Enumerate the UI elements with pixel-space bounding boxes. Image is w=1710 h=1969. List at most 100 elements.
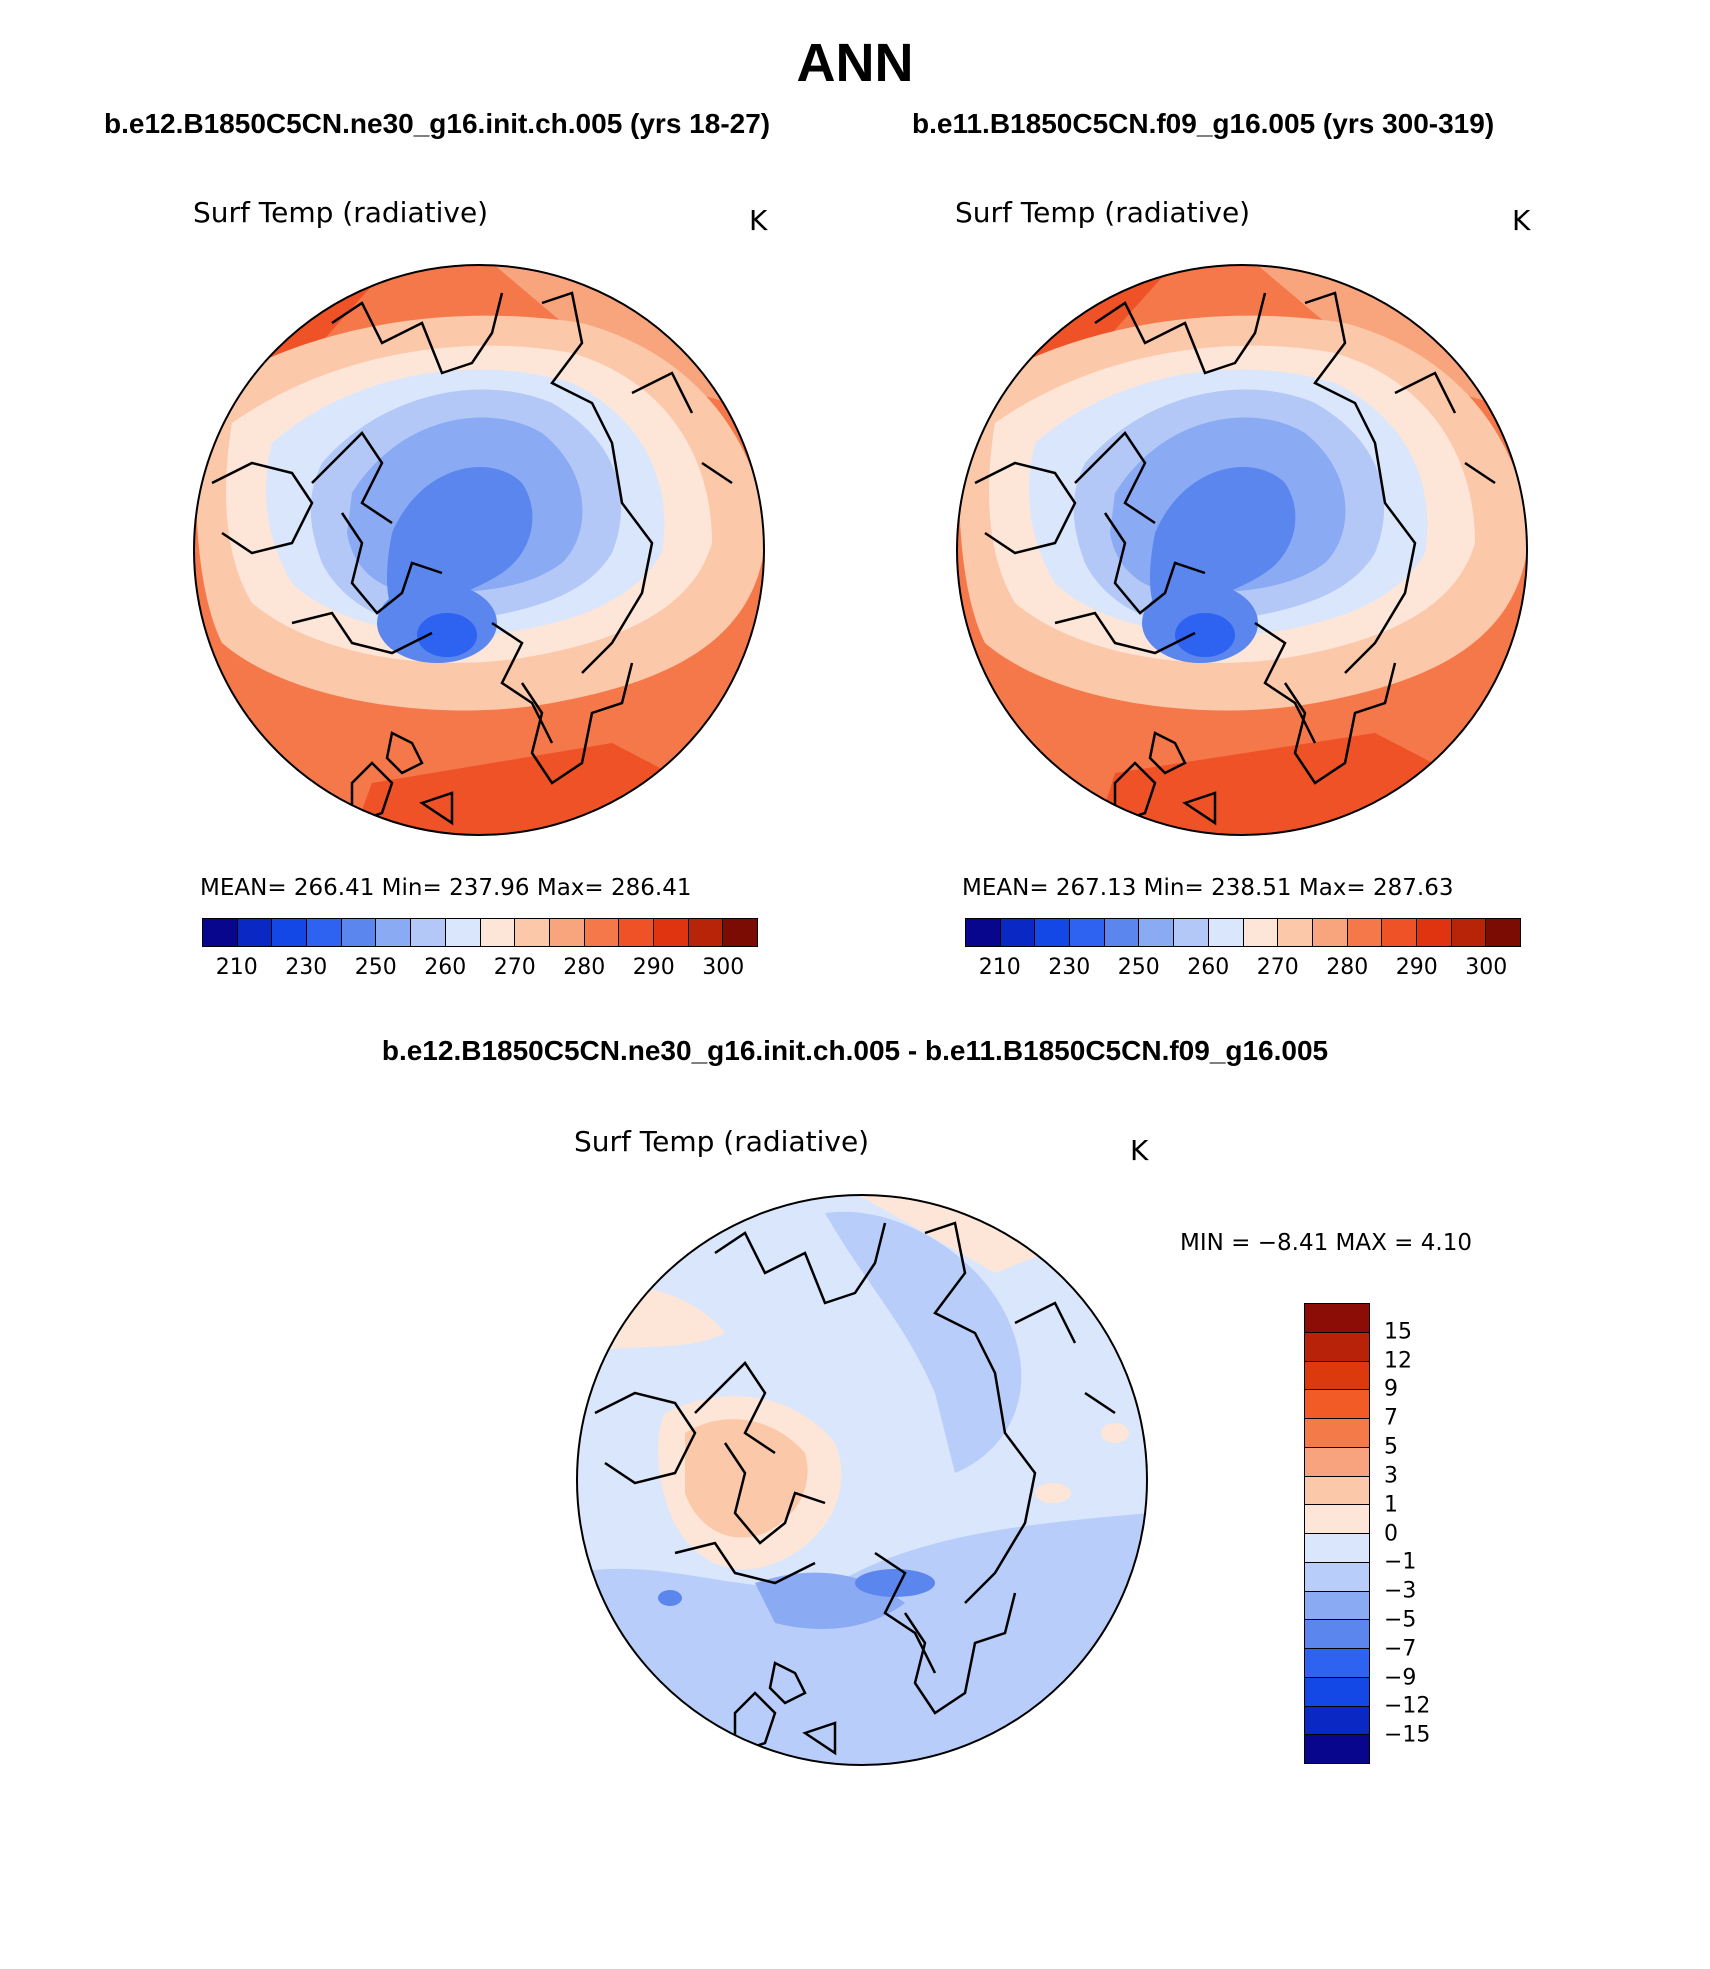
colorbar-left-swatch xyxy=(480,919,516,946)
colorbar-left-swatch xyxy=(307,919,342,946)
colorbar-left-tick-label: 270 xyxy=(493,955,536,980)
colorbar-right-swatch xyxy=(1035,919,1071,946)
figure-title: ANN xyxy=(796,33,914,93)
colorbar-left-swatch xyxy=(411,919,446,946)
variable-label-diff: Surf Temp (radiative) xyxy=(574,1125,870,1158)
difference-title: b.e12.B1850C5CN.ne30_g16.init.ch.005 - b… xyxy=(381,1035,1329,1066)
colorbar-left-swatch xyxy=(376,919,412,946)
polar-map-right xyxy=(956,264,1528,836)
colorbar-difference-swatch xyxy=(1305,1534,1369,1563)
colorbar-difference-swatch xyxy=(1305,1505,1369,1534)
colorbar-difference-tick-label: 3 xyxy=(1384,1463,1398,1489)
colorbar-left-swatch xyxy=(584,919,620,946)
colorbar-difference-swatch xyxy=(1305,1649,1369,1678)
units-label-diff: K xyxy=(1130,1134,1149,1167)
colorbar-right-swatch xyxy=(1312,919,1348,946)
colorbar-left-swatch xyxy=(723,919,757,946)
colorbar-left-swatch xyxy=(203,919,238,946)
colorbar-difference-swatch xyxy=(1305,1735,1369,1763)
colorbar-difference-swatch xyxy=(1305,1677,1369,1707)
colorbar-right-swatch xyxy=(1347,919,1383,946)
colorbar-difference-tick-label: 5 xyxy=(1384,1434,1398,1460)
units-label-right: K xyxy=(1512,204,1531,237)
colorbar-ticks-left: 210 230 250 260 270 280 290 300 xyxy=(202,955,758,985)
colorbar-right-swatch xyxy=(1070,919,1105,946)
colorbar-right-swatch xyxy=(966,919,1001,946)
colorbar-left-tick-label: 280 xyxy=(563,955,606,980)
colorbar-ticks-difference: 15 12 9 7 5 3 1 0 −1 −3 −5 −7 −9 −12 −15 xyxy=(1384,1303,1484,1764)
colorbar-ticks-right: 210 230 250 260 270 280 290 300 xyxy=(965,955,1521,985)
colorbar-right-swatch xyxy=(1139,919,1175,946)
colorbar-difference-swatch xyxy=(1305,1591,1369,1621)
polar-map-difference xyxy=(576,1194,1148,1766)
colorbar-difference-swatch xyxy=(1305,1419,1369,1448)
colorbar-difference-swatch xyxy=(1305,1304,1369,1333)
case-title-left: b.e12.B1850C5CN.ne30_g16.init.ch.005 (yr… xyxy=(104,108,771,139)
colorbar-difference-swatch xyxy=(1305,1620,1369,1649)
colorbar-difference-tick-label: 15 xyxy=(1384,1319,1412,1345)
colorbar-difference-tick-label: −1 xyxy=(1384,1549,1417,1575)
colorbar-left-swatch xyxy=(445,919,481,946)
colorbar-right xyxy=(965,918,1521,947)
units-label-left: K xyxy=(749,204,768,237)
colorbar-left-swatch xyxy=(653,919,689,946)
colorbar-right-swatch xyxy=(1451,919,1487,946)
colorbar-right-tick-label: 280 xyxy=(1326,955,1369,980)
colorbar-difference-tick-label: −15 xyxy=(1384,1722,1431,1748)
colorbar-left-tick-label: 230 xyxy=(285,955,328,980)
colorbar-right-swatch xyxy=(1104,919,1140,946)
colorbar-difference-tick-label: 7 xyxy=(1384,1405,1398,1431)
colorbar-left-swatch xyxy=(272,919,308,946)
colorbar-left-tick-label: 210 xyxy=(215,955,258,980)
colorbar-difference-swatch xyxy=(1305,1361,1369,1391)
colorbar-difference xyxy=(1304,1303,1370,1764)
colorbar-right-tick-label: 230 xyxy=(1048,955,1091,980)
colorbar-left-tick-label: 260 xyxy=(424,955,467,980)
colorbar-difference-tick-label: 12 xyxy=(1384,1348,1412,1374)
colorbar-difference-swatch xyxy=(1305,1562,1369,1592)
case-title-right: b.e11.B1850C5CN.f09_g16.005 (yrs 300-319… xyxy=(912,108,1495,139)
colorbar-right-tick-label: 260 xyxy=(1187,955,1230,980)
colorbar-difference-tick-label: −7 xyxy=(1384,1636,1417,1662)
colorbar-difference-tick-label: −9 xyxy=(1384,1665,1417,1691)
colorbar-left-swatch xyxy=(515,919,550,946)
colorbar-left-swatch xyxy=(619,919,654,946)
colorbar-right-swatch xyxy=(1486,919,1520,946)
colorbar-difference-swatch xyxy=(1305,1332,1369,1362)
colorbar-left-tick-label: 300 xyxy=(702,955,745,980)
colorbar-left-swatch xyxy=(688,919,724,946)
colorbar-left xyxy=(202,918,758,947)
colorbar-right-swatch xyxy=(1243,919,1279,946)
colorbar-difference-tick-label: 0 xyxy=(1384,1521,1398,1546)
stats-right: MEAN= 267.13 Min= 238.51 Max= 287.63 xyxy=(962,875,1454,901)
colorbar-right-swatch xyxy=(1382,919,1417,946)
polar-map-left xyxy=(193,264,765,836)
colorbar-right-swatch xyxy=(1174,919,1209,946)
colorbar-difference-swatch xyxy=(1305,1476,1369,1506)
stats-diff: MIN = −8.41 MAX = 4.10 xyxy=(1180,1230,1472,1256)
variable-label-right: Surf Temp (radiative) xyxy=(955,196,1251,229)
colorbar-left-tick-label: 290 xyxy=(632,955,675,980)
colorbar-right-tick-label: 210 xyxy=(978,955,1021,980)
colorbar-right-tick-label: 290 xyxy=(1395,955,1438,980)
colorbar-right-tick-label: 270 xyxy=(1256,955,1299,980)
colorbar-right-tick-label: 250 xyxy=(1117,955,1160,980)
colorbar-left-tick-label: 250 xyxy=(354,955,397,980)
variable-label-left: Surf Temp (radiative) xyxy=(193,196,489,229)
colorbar-right-tick-label: 300 xyxy=(1465,955,1508,980)
colorbar-difference-tick-label: −12 xyxy=(1384,1693,1431,1719)
colorbar-difference-swatch xyxy=(1305,1447,1369,1477)
colorbar-right-swatch xyxy=(1208,919,1244,946)
colorbar-left-swatch xyxy=(341,919,377,946)
colorbar-difference-tick-label: 9 xyxy=(1384,1376,1398,1402)
colorbar-right-swatch xyxy=(1278,919,1313,946)
stats-left: MEAN= 266.41 Min= 237.96 Max= 286.41 xyxy=(200,875,692,901)
colorbar-left-swatch xyxy=(237,919,273,946)
colorbar-difference-tick-label: 1 xyxy=(1384,1492,1398,1518)
colorbar-difference-tick-label: −5 xyxy=(1384,1607,1417,1633)
colorbar-right-swatch xyxy=(1000,919,1036,946)
colorbar-difference-swatch xyxy=(1305,1706,1369,1736)
colorbar-difference-tick-label: −3 xyxy=(1384,1578,1417,1604)
colorbar-difference-swatch xyxy=(1305,1390,1369,1419)
colorbar-left-swatch xyxy=(549,919,585,946)
